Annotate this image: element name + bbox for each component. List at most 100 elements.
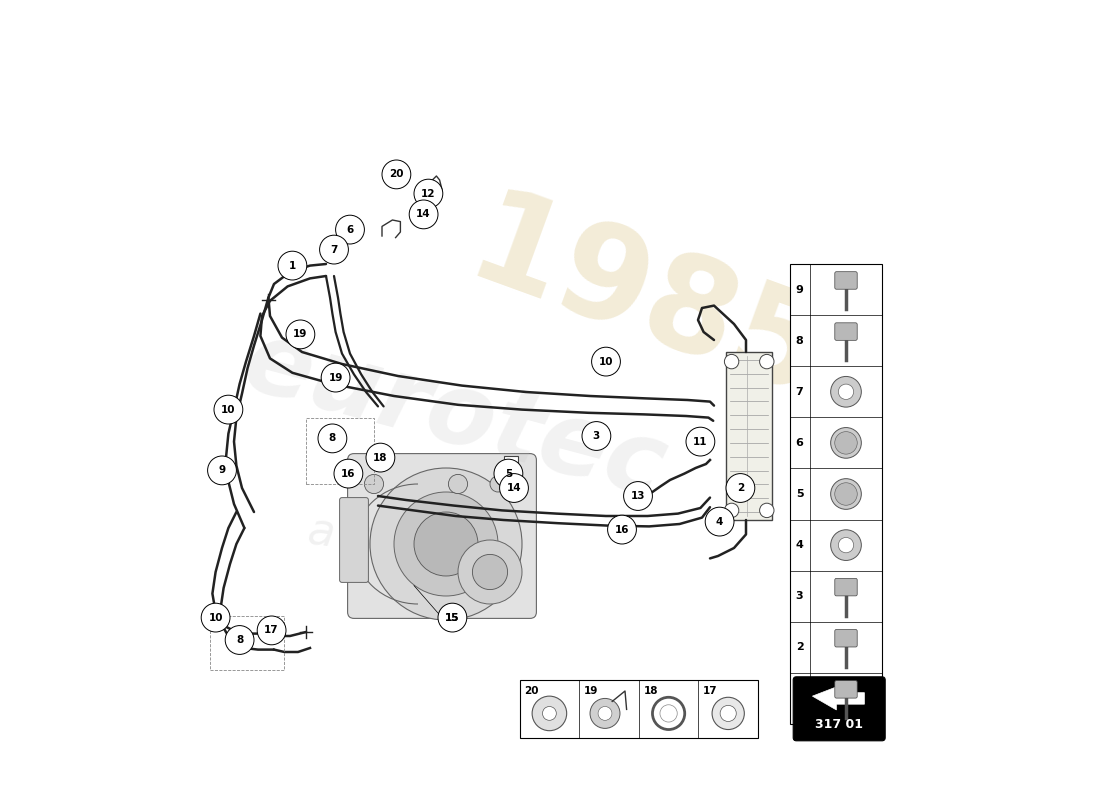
Text: 8: 8 — [795, 336, 803, 346]
FancyBboxPatch shape — [726, 352, 772, 520]
Text: 7: 7 — [330, 245, 338, 254]
Text: 10: 10 — [208, 613, 223, 622]
Circle shape — [838, 435, 854, 450]
FancyBboxPatch shape — [793, 677, 886, 741]
Text: 3: 3 — [795, 591, 803, 602]
Circle shape — [660, 705, 678, 722]
Text: 19: 19 — [294, 330, 308, 339]
Text: 4: 4 — [716, 517, 724, 526]
Text: a parts...: a parts... — [305, 509, 507, 579]
Circle shape — [582, 422, 610, 450]
Circle shape — [490, 476, 506, 492]
Circle shape — [286, 320, 315, 349]
Circle shape — [835, 482, 857, 506]
Text: 3: 3 — [593, 431, 600, 441]
Circle shape — [364, 474, 384, 494]
Text: 14: 14 — [416, 210, 431, 219]
Circle shape — [838, 486, 854, 502]
Text: 18: 18 — [373, 453, 387, 462]
FancyBboxPatch shape — [790, 264, 882, 724]
Circle shape — [838, 538, 854, 553]
Text: 18: 18 — [644, 686, 658, 696]
Circle shape — [726, 474, 755, 502]
Text: 17: 17 — [264, 626, 279, 635]
Text: 10: 10 — [598, 357, 614, 366]
Text: eurotec: eurotec — [233, 314, 675, 518]
Circle shape — [652, 698, 684, 730]
Circle shape — [830, 377, 861, 407]
FancyBboxPatch shape — [835, 272, 857, 290]
Circle shape — [598, 706, 612, 720]
FancyBboxPatch shape — [340, 498, 368, 582]
Text: 6: 6 — [346, 225, 353, 234]
FancyBboxPatch shape — [519, 680, 758, 738]
Text: 16: 16 — [615, 525, 629, 534]
Text: 9: 9 — [795, 285, 803, 294]
FancyBboxPatch shape — [835, 578, 857, 596]
Circle shape — [257, 616, 286, 645]
Polygon shape — [813, 687, 865, 710]
Circle shape — [394, 492, 498, 596]
Text: 6: 6 — [795, 438, 803, 448]
Text: 9: 9 — [219, 466, 225, 475]
Circle shape — [318, 424, 346, 453]
Circle shape — [760, 503, 774, 518]
Circle shape — [725, 354, 739, 369]
Text: 4: 4 — [795, 540, 803, 550]
Circle shape — [830, 427, 861, 458]
Text: 11: 11 — [693, 437, 707, 446]
Text: 8: 8 — [329, 434, 336, 443]
Text: 5: 5 — [795, 489, 803, 499]
Text: 15: 15 — [446, 613, 460, 622]
Text: 8: 8 — [236, 635, 243, 645]
Circle shape — [438, 603, 466, 632]
Text: 13: 13 — [630, 491, 646, 501]
Circle shape — [592, 347, 620, 376]
Circle shape — [760, 354, 774, 369]
Circle shape — [321, 363, 350, 392]
Text: 5: 5 — [505, 469, 512, 478]
Circle shape — [414, 512, 478, 576]
Circle shape — [334, 459, 363, 488]
Text: 17: 17 — [703, 686, 718, 696]
Text: 19: 19 — [584, 686, 598, 696]
Circle shape — [590, 698, 620, 728]
Text: 20: 20 — [389, 170, 404, 179]
Circle shape — [336, 215, 364, 244]
Circle shape — [214, 395, 243, 424]
Circle shape — [201, 603, 230, 632]
Circle shape — [720, 706, 736, 722]
Text: 16: 16 — [341, 469, 355, 478]
Circle shape — [494, 459, 522, 488]
Circle shape — [208, 456, 236, 485]
Text: 10: 10 — [221, 405, 235, 414]
Text: 317 01: 317 01 — [815, 718, 864, 731]
Circle shape — [624, 482, 652, 510]
FancyBboxPatch shape — [504, 456, 518, 491]
Circle shape — [725, 503, 739, 518]
Text: 1985: 1985 — [452, 182, 840, 426]
Circle shape — [472, 554, 507, 590]
Circle shape — [499, 474, 528, 502]
Circle shape — [370, 468, 522, 620]
FancyBboxPatch shape — [835, 630, 857, 647]
Circle shape — [449, 474, 468, 494]
Circle shape — [278, 251, 307, 280]
Circle shape — [382, 160, 410, 189]
Text: 2: 2 — [737, 483, 744, 493]
Circle shape — [532, 696, 566, 730]
Circle shape — [830, 530, 861, 561]
Text: 2: 2 — [795, 642, 803, 652]
Text: 12: 12 — [421, 189, 436, 198]
Circle shape — [366, 443, 395, 472]
Text: 20: 20 — [525, 686, 539, 696]
Circle shape — [226, 626, 254, 654]
Text: 15: 15 — [446, 613, 460, 622]
Text: 1: 1 — [289, 261, 296, 270]
Circle shape — [542, 706, 557, 720]
Circle shape — [458, 540, 522, 604]
Text: 1: 1 — [795, 694, 803, 703]
Circle shape — [686, 427, 715, 456]
Circle shape — [320, 235, 349, 264]
Text: 14: 14 — [507, 483, 521, 493]
